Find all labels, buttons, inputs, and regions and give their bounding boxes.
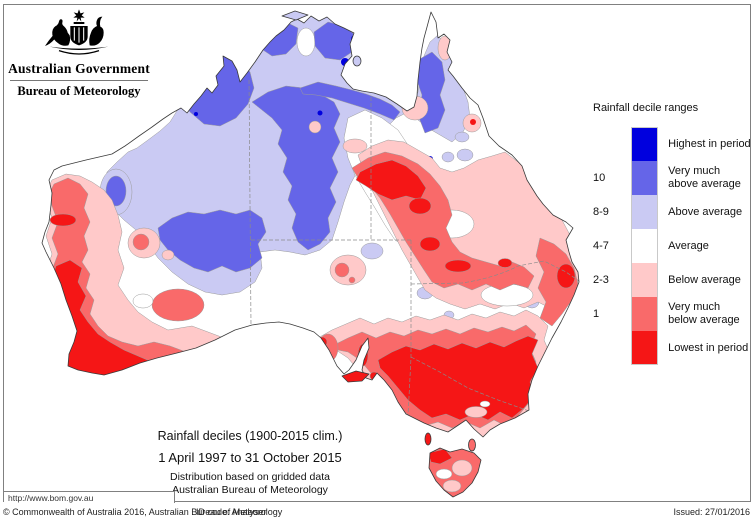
logo-divider (10, 80, 148, 81)
legend-label: Very much below average (668, 301, 740, 326)
legend-swatch-1 (631, 297, 659, 331)
caption-note-1: Distribution based on gridded data (170, 471, 330, 483)
coat-of-arms-icon (45, 9, 109, 55)
bom-url: http://www.bom.gov.au (4, 491, 175, 503)
legend-row-8-9: 8-9 Above average (593, 195, 751, 229)
legend-rows: Highest in period 10 Very much above ave… (593, 127, 751, 365)
legend-label: Below average (668, 273, 741, 286)
legend-row-lowest: Lowest in period (593, 331, 751, 365)
caption-note-2: Australian Bureau of Meteorology (172, 484, 328, 496)
footer-id-code: ID code: Analyser (196, 507, 267, 517)
legend-label: Average (668, 239, 709, 252)
legend-swatch-10 (631, 161, 659, 195)
caption-title: Rainfall deciles (1900-2015 clim.) (157, 429, 343, 443)
legend-row-1: 1 Very much below average (593, 297, 751, 331)
legend-title: Rainfall decile ranges (593, 102, 699, 114)
legend-swatch-8-9 (631, 195, 659, 229)
logo-bureau-title: Bureau of Meteorology (17, 84, 141, 98)
legend-swatch-highest (631, 127, 659, 161)
legend-range: 10 (593, 172, 606, 184)
legend-label: Very much above average (668, 165, 741, 190)
legend-range: 2-3 (593, 274, 609, 286)
tasmania (428, 447, 482, 498)
legend-swatch-2-3 (631, 263, 659, 297)
caption-period: 1 April 1997 to 31 October 2015 (158, 450, 342, 465)
bom-logo: Australian Government Bureau of Meteorol… (8, 8, 150, 99)
legend-range: 1 (593, 308, 600, 320)
map-caption: Rainfall deciles (1900-2015 clim.) 1 Apr… (105, 429, 395, 496)
legend-row-10: 10 Very much above average (593, 161, 751, 195)
region-lowest-southeast (377, 335, 539, 421)
legend-row-2-3: 2-3 Below average (593, 263, 751, 297)
legend-range: 4-7 (593, 240, 609, 252)
logo-government-title: Australian Government (8, 61, 150, 76)
legend: Rainfall decile ranges Highest in period… (593, 102, 751, 365)
region-vma-gulf (299, 81, 401, 121)
state-borders (248, 79, 579, 417)
legend-label: Highest in period (668, 137, 751, 150)
legend-label: Above average (668, 205, 743, 218)
region-vmb-southcoast (227, 347, 301, 385)
legend-range: 8-9 (593, 206, 609, 218)
legend-swatch-lowest (631, 331, 659, 365)
map-frame (3, 4, 751, 502)
region-vmb-coastalqld (535, 237, 579, 327)
legend-label: Lowest in period (668, 341, 749, 354)
region-vma-west (157, 209, 267, 273)
legend-row-4-7: 4-7 Average (593, 229, 751, 263)
islands (281, 10, 476, 452)
footer-copyright: © Commonwealth of Australia 2016, Austra… (3, 507, 283, 517)
legend-swatch-4-7 (631, 229, 659, 263)
footer-issued-date: Issued: 27/01/2016 (673, 507, 750, 517)
mainland-coastline (41, 11, 580, 438)
legend-row-highest: Highest in period (593, 127, 751, 161)
footer: © Commonwealth of Australia 2016, Austra… (0, 505, 754, 518)
